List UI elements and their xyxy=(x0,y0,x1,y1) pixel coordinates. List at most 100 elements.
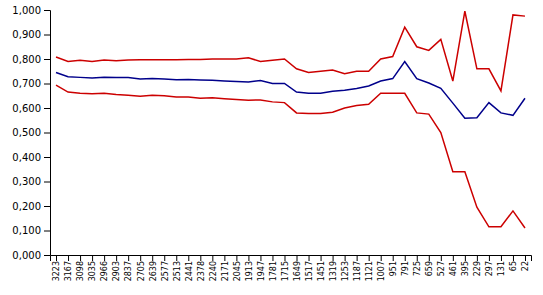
x-tick-label: 725 xyxy=(413,261,422,276)
x-tick-mark xyxy=(357,255,358,261)
plot: 0,0000,1000,2000,3000,4000,5000,6000,700… xyxy=(12,5,531,282)
x-tick-mark xyxy=(453,255,454,261)
y-tick: 0,900 xyxy=(12,29,50,40)
x-tick-label: 3098 xyxy=(76,261,85,281)
y-tick-mark xyxy=(44,35,50,36)
x-tick: 2378 xyxy=(197,255,206,281)
y-tick: 0,700 xyxy=(12,78,50,89)
chart: 0,0000,1000,2000,3000,4000,5000,6000,700… xyxy=(0,0,543,295)
x-tick-label: 2441 xyxy=(185,261,194,281)
x-tick-label: 297 xyxy=(485,261,494,276)
x-tick-label: 2966 xyxy=(100,261,109,281)
y-tick-label: 0,100 xyxy=(12,225,41,236)
x-tick: 3098 xyxy=(76,255,85,281)
x-tick-mark xyxy=(248,255,249,261)
y-tick-label: 0,600 xyxy=(12,103,41,114)
x-tick-mark xyxy=(417,255,418,261)
y-tick-label: 0,000 xyxy=(12,250,41,261)
x-tick-label: 1187 xyxy=(353,261,362,281)
y-tick-mark xyxy=(44,157,50,158)
x-tick: 1715 xyxy=(281,255,290,281)
x-tick-mark xyxy=(116,255,117,261)
x-tick-label: 1649 xyxy=(293,261,302,281)
x-tick-label: 2903 xyxy=(112,261,121,281)
x-tick: 791 xyxy=(401,255,410,276)
y-tick-label: 0,200 xyxy=(12,201,41,212)
x-tick-label: 2045 xyxy=(233,261,242,281)
x-tick-label: 1517 xyxy=(305,261,314,281)
y-tick-label: 0,900 xyxy=(12,29,41,40)
x-tick: 2171 xyxy=(221,255,230,281)
x-tick-label: 2240 xyxy=(209,261,218,281)
x-tick: 1121 xyxy=(365,255,374,281)
x-tick-mark xyxy=(164,255,165,261)
x-tick-label: 791 xyxy=(401,261,410,276)
x-tick-mark xyxy=(272,255,273,261)
x-tick-mark xyxy=(321,255,322,261)
x-tick-label: 2171 xyxy=(221,261,230,281)
x-tick-label: 2837 xyxy=(124,261,133,281)
x-tick: 2705 xyxy=(136,255,145,281)
x-tick-mark xyxy=(441,255,442,261)
y-tick-mark xyxy=(44,108,50,109)
x-tick: 2513 xyxy=(173,255,182,281)
x-tick-mark xyxy=(68,255,69,261)
x-tick-mark xyxy=(345,255,346,261)
x-tick-label: 1007 xyxy=(377,261,386,281)
x-tick-mark xyxy=(393,255,394,261)
x-tick-label: 3223 xyxy=(52,261,61,281)
y-tick: 0,600 xyxy=(12,103,50,114)
x-tick-label: 461 xyxy=(449,261,458,276)
x-tick-mark xyxy=(212,255,213,261)
x-tick-mark xyxy=(200,255,201,261)
x-axis: 3223316730983035296629032837270526392577… xyxy=(51,255,532,281)
x-tick-label: 1715 xyxy=(281,261,290,281)
y-tick-label: 0,700 xyxy=(12,78,41,89)
x-tick-mark xyxy=(297,255,298,261)
x-tick-mark xyxy=(465,255,466,261)
x-tick-label: 395 xyxy=(461,261,470,276)
x-tick-label: 951 xyxy=(389,261,398,276)
x-tick: 3035 xyxy=(88,255,97,281)
y-tick-mark xyxy=(44,59,50,60)
x-tick-mark xyxy=(429,255,430,261)
y-tick: 0,000 xyxy=(12,250,50,261)
x-tick-label: 1121 xyxy=(365,261,374,281)
y-tick-label: 1,000 xyxy=(12,5,41,16)
x-tick-label: 65 xyxy=(509,261,518,271)
x-tick-mark xyxy=(489,255,490,261)
x-tick: 1947 xyxy=(257,255,266,281)
x-tick-mark xyxy=(224,255,225,261)
x-tick-mark xyxy=(176,255,177,261)
x-tick-label: 131 xyxy=(497,261,506,276)
x-tick: 2837 xyxy=(124,255,133,281)
x-tick: 1187 xyxy=(353,255,362,281)
x-tick-label: 1253 xyxy=(341,261,350,281)
x-tick: 659 xyxy=(425,255,434,276)
x-tick: 1517 xyxy=(305,255,314,281)
y-tick: 0,300 xyxy=(12,176,50,187)
x-tick-label: 1451 xyxy=(317,261,326,281)
x-tick: 2240 xyxy=(209,255,218,281)
x-tick-mark xyxy=(152,255,153,261)
x-tick: 951 xyxy=(389,255,398,276)
y-tick-mark xyxy=(44,255,50,256)
x-tick-mark xyxy=(333,255,334,261)
x-tick: 1319 xyxy=(329,255,338,281)
x-tick-mark xyxy=(128,255,129,261)
x-tick: 461 xyxy=(449,255,458,276)
y-tick: 1,000 xyxy=(12,5,50,16)
x-tick: 131 xyxy=(497,255,506,276)
x-tick-mark xyxy=(56,255,57,261)
x-tick-label: 229 xyxy=(473,261,482,276)
x-tick: 527 xyxy=(437,255,446,276)
x-tick-mark xyxy=(140,255,141,261)
x-tick-mark xyxy=(525,255,526,261)
series-line xyxy=(56,85,525,228)
x-tick-mark xyxy=(80,255,81,261)
y-tick-label: 0,800 xyxy=(12,54,41,65)
x-tick-mark xyxy=(104,255,105,261)
x-tick: 22 xyxy=(521,255,530,271)
x-tick-mark xyxy=(513,255,514,261)
y-tick-mark xyxy=(44,231,50,232)
